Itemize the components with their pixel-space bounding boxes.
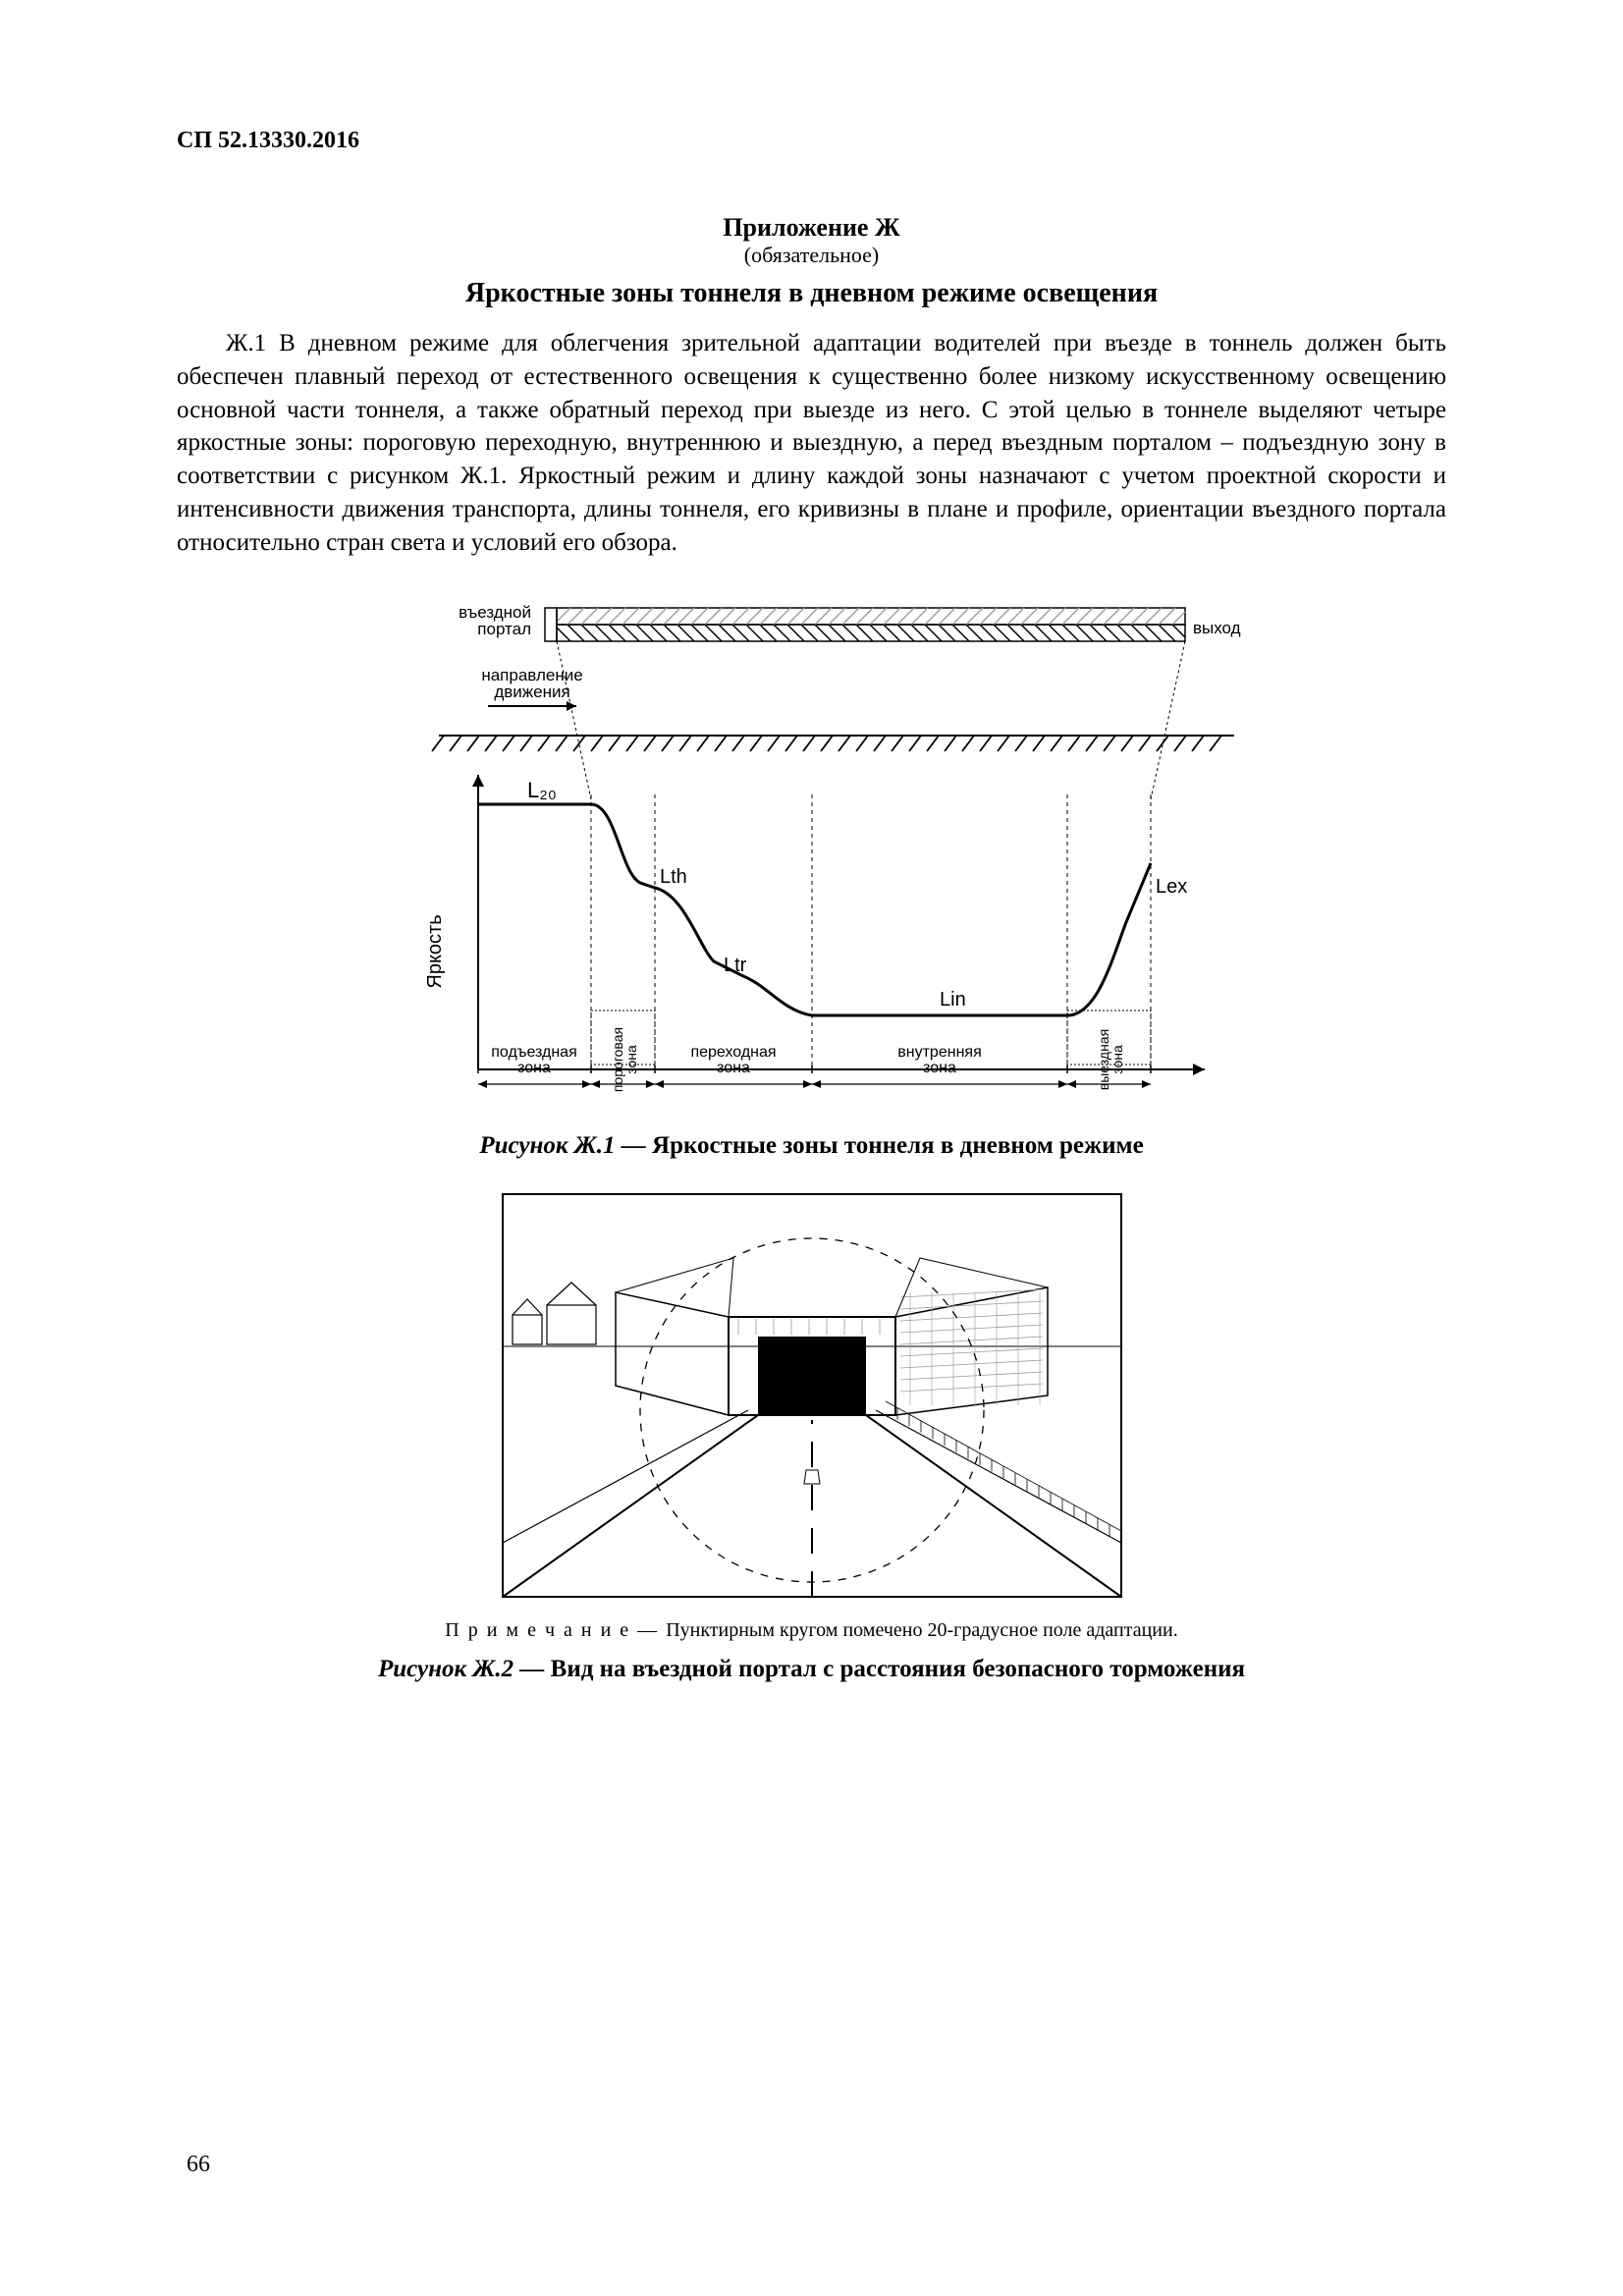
svg-text:внутренняязона: внутренняязона [897,1044,981,1076]
figure-2-label: Рисунок Ж.2 — [378,1656,544,1682]
note-prefix: П р и м е ч а н и е — [445,1619,666,1641]
svg-text:Ltr: Ltr [724,955,747,976]
section-title: Яркостные зоны тоннеля в дневном режиме … [177,278,1446,309]
svg-text:выезднаязона: выезднаязона [1096,1029,1125,1090]
svg-text:переходнаязона: переходнаязона [690,1044,776,1076]
svg-text:L₂₀: L₂₀ [527,778,557,802]
figure-2-note: П р и м е ч а н и е — Пунктирным кругом … [177,1619,1446,1642]
svg-text:подъезднаязона: подъезднаязона [491,1044,576,1076]
svg-text:направлениедвижения: направлениедвижения [481,666,582,701]
figure-2: П р и м е ч а н и е — Пунктирным кругом … [177,1189,1446,1683]
figure-1-svg: въезднойпортал выход направлениедвижения Яр… [380,588,1244,1119]
note-text: Пунктирным кругом помечено 20-градусное … [666,1619,1178,1641]
figure-1: въезднойпортал выход направлениедвижения Яр… [177,588,1446,1160]
svg-text:Lin: Lin [940,989,966,1011]
appendix-title: Приложение Ж [177,213,1446,243]
document-code: СП 52.13330.2016 [177,128,1446,154]
svg-text:Lth: Lth [660,866,687,888]
figure-2-svg [498,1189,1126,1612]
figure-2-caption: Рисунок Ж.2 — Вид на въездной портал с р… [177,1656,1446,1683]
paragraph-zh1: Ж.1 В дневном режиме для облегчения зрит… [177,327,1446,559]
appendix-mandatory: (обязательное) [177,243,1446,268]
page-number: 66 [187,2152,210,2178]
figure-1-label: Рисунок Ж.1 — [479,1132,645,1159]
figure-2-title: Вид на въездной портал с расстояния безо… [544,1656,1245,1682]
svg-text:Lex: Lex [1156,876,1187,898]
svg-text:Яркость: Яркость [424,915,446,989]
svg-text:пороговаязона: пороговаязона [610,1027,639,1092]
figure-1-caption: Рисунок Ж.1 — Яркостные зоны тоннеля в д… [177,1132,1446,1160]
svg-text:въезднойпортал: въезднойпортал [459,603,531,638]
svg-text:выход: выход [1193,619,1241,637]
figure-1-title: Яркостные зоны тоннеля в дневном режиме [646,1132,1144,1159]
